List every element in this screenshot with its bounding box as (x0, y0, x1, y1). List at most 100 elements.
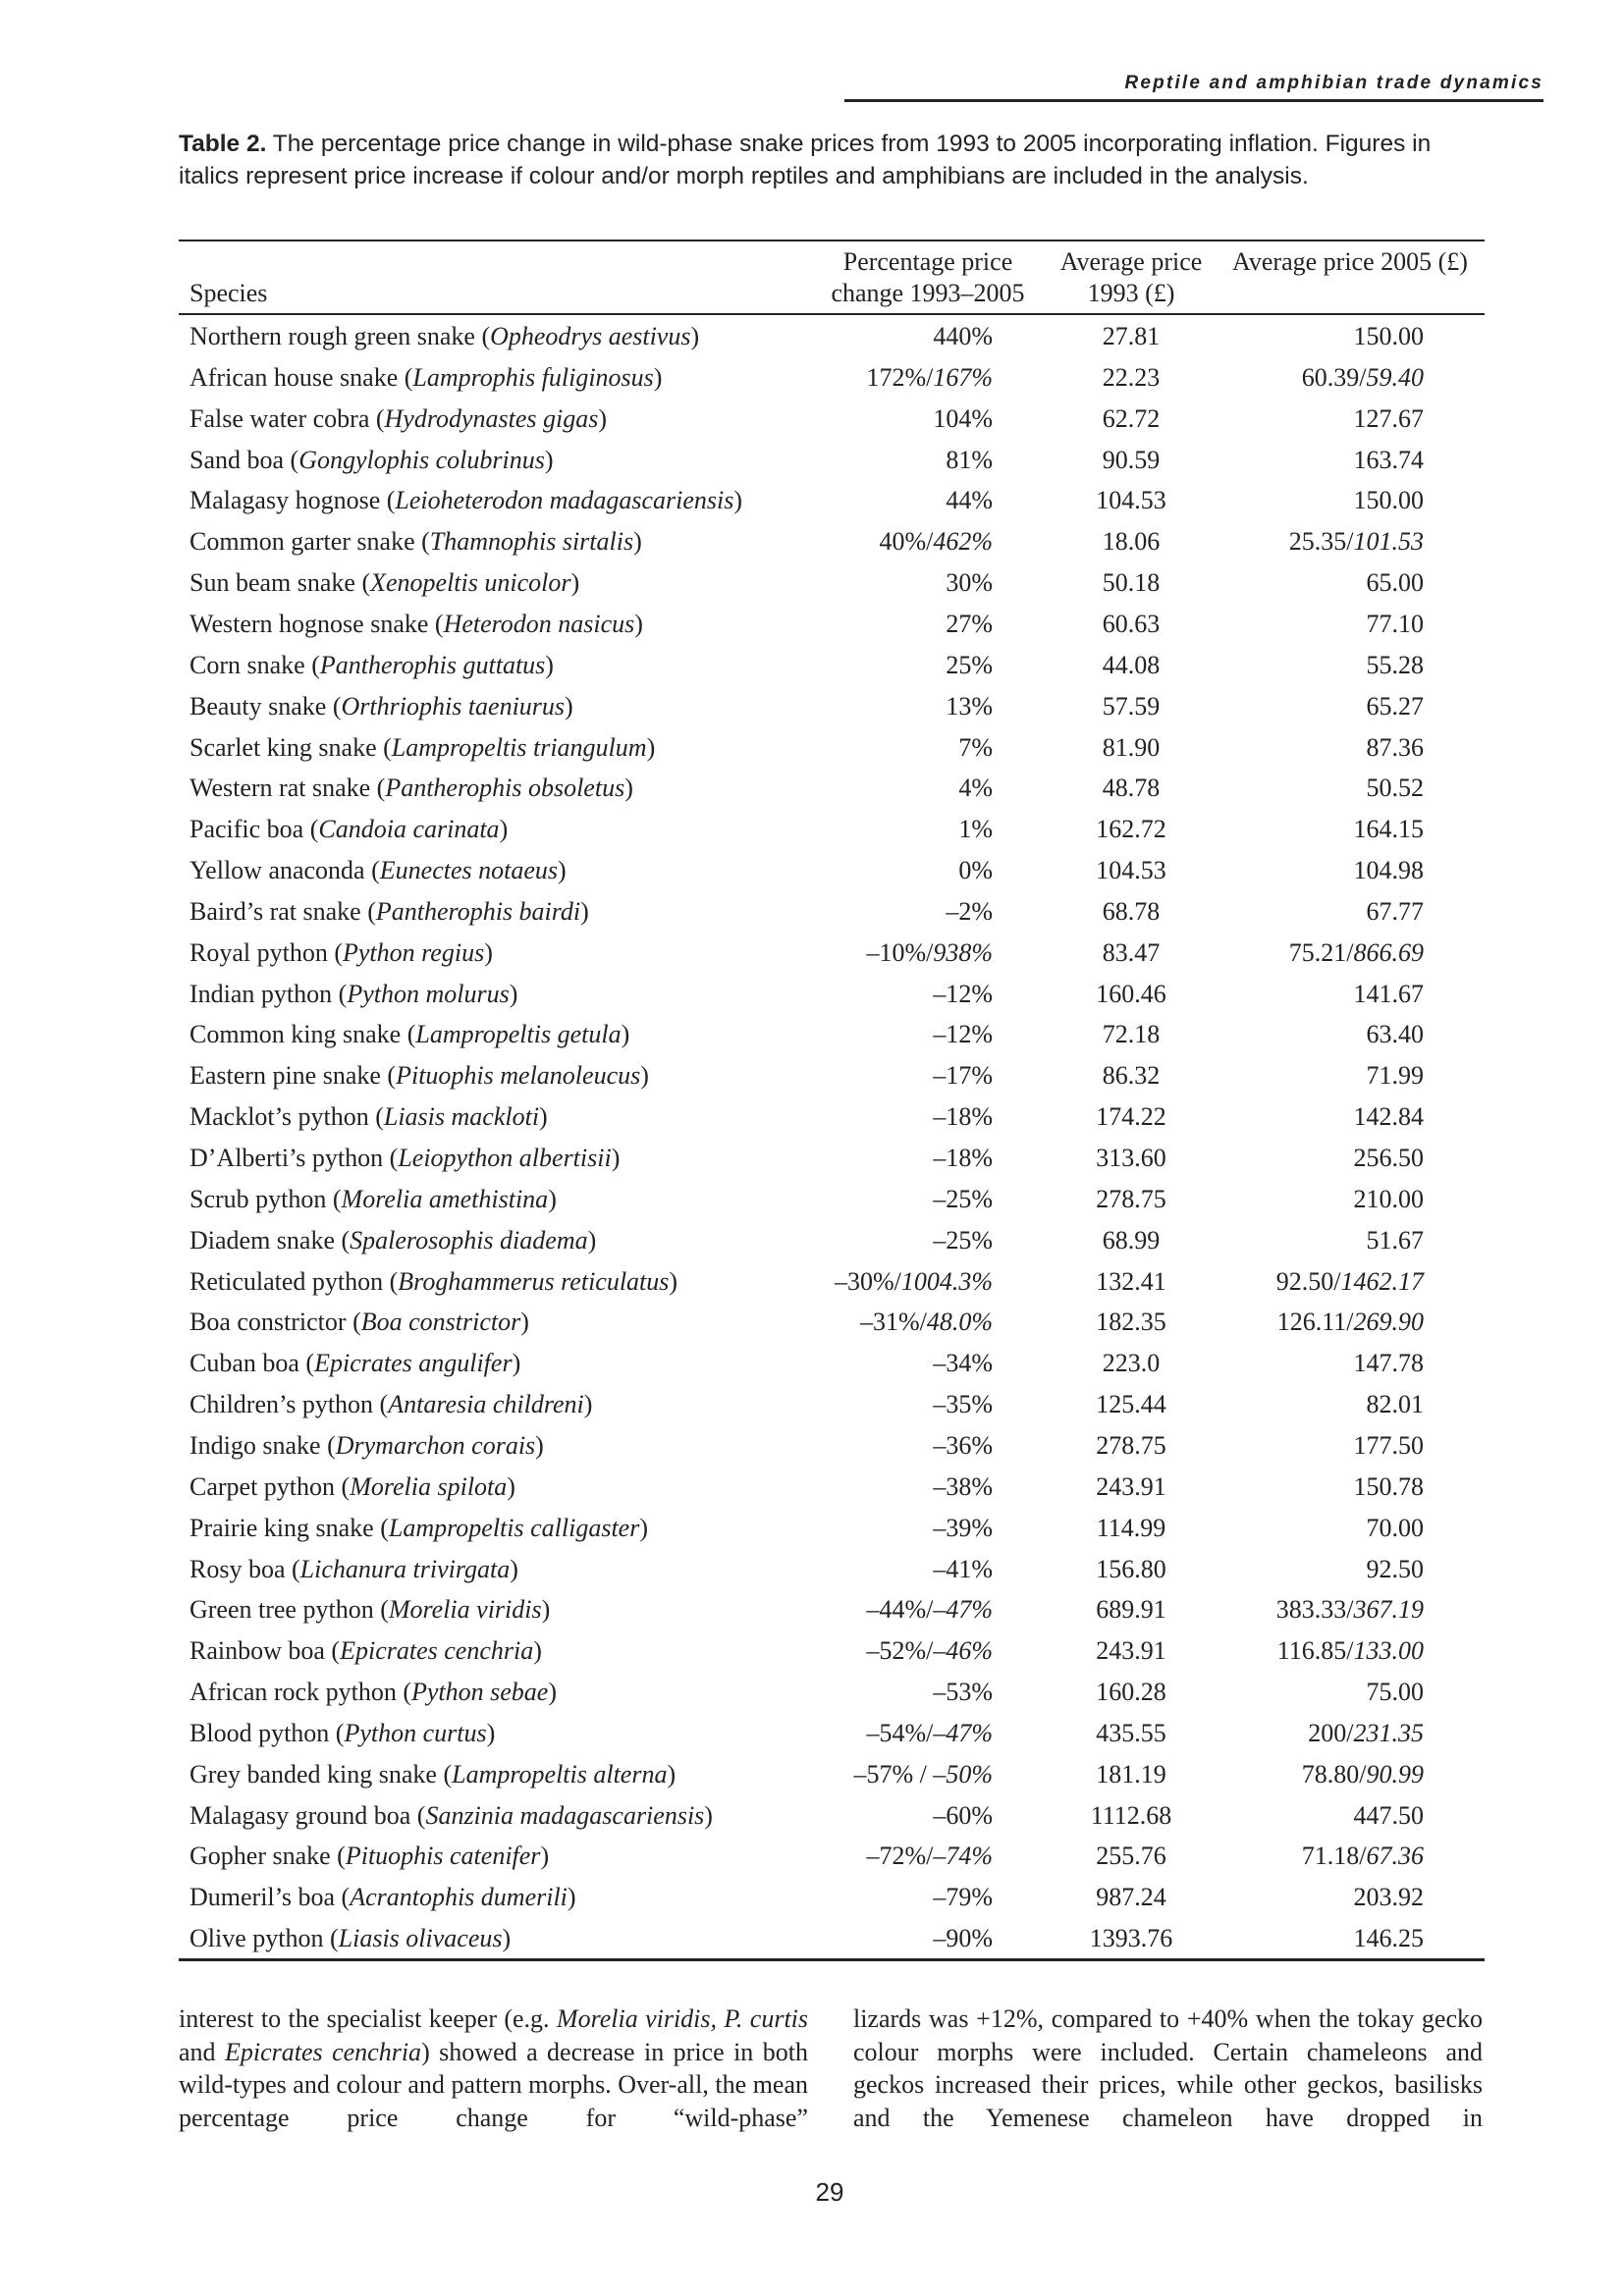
italic-text: 67.36 (1366, 1842, 1425, 1871)
species-cell: Children’s python (Antaresia childreni) (189, 1390, 592, 1419)
plain-text: Grey banded king snake ( (189, 1759, 453, 1789)
value-cell: 689.91 (1096, 1595, 1166, 1625)
value-cell: 92.50/1462.17 (1276, 1267, 1424, 1297)
plain-text: ) (598, 403, 608, 433)
value-cell: –57% / –50% (853, 1760, 993, 1789)
italic-text: Liasis mackloti (383, 1102, 540, 1132)
column-header: Species (189, 279, 268, 307)
species-cell: Olive python (Liasis olivaceus) (189, 1924, 511, 1953)
plain-text: Corn snake ( (189, 650, 320, 679)
value-cell: 4% (958, 774, 993, 803)
plain-text: Common king snake ( (189, 1020, 416, 1049)
value-cell: 50.52 (1366, 774, 1425, 803)
value-cell: 223.0 (1102, 1349, 1161, 1378)
plain-text: ) (587, 1225, 597, 1255)
value-cell: 104.98 (1353, 856, 1425, 885)
plain-text: Reticulated python ( (189, 1266, 399, 1296)
plain-text: Children’s python ( (189, 1390, 389, 1419)
plain-text: ) (733, 486, 743, 515)
value-cell: –41% (933, 1554, 993, 1583)
value-cell: –30%/1004.3% (835, 1267, 993, 1297)
italic-text: Eunectes notaeus (379, 856, 558, 885)
value-cell: 182.35 (1096, 1308, 1166, 1337)
plain-text: Blood python ( (189, 1718, 345, 1747)
plain-text: 60.39/ (1301, 362, 1367, 392)
species-cell: False water cobra (Hydrodynastes gigas) (189, 404, 607, 434)
species-cell: Sun beam snake (Xenopeltis unicolor) (189, 568, 579, 598)
italic-text: Lampropeltis alterna (452, 1759, 668, 1789)
plain-text: ) (544, 445, 554, 474)
plain-text: ) (640, 1061, 649, 1091)
value-cell: –60% (933, 1800, 993, 1830)
species-cell: Green tree python (Morelia viridis) (189, 1595, 550, 1625)
value-cell: –53% (933, 1678, 993, 1707)
italic-text: –46% (933, 1636, 993, 1666)
value-cell: 125.44 (1096, 1390, 1166, 1419)
plain-text: Scarlet king snake ( (189, 732, 392, 762)
plain-text: 71.18/ (1301, 1842, 1367, 1871)
italic-text: Lampropeltis calligaster (388, 1513, 640, 1542)
italic-text: Gongylophis colubrinus (298, 445, 545, 474)
plain-text: –72%/ (866, 1842, 934, 1871)
value-cell: 68.78 (1102, 896, 1161, 926)
plain-text: Western hognose snake ( (189, 609, 444, 638)
table-bottom-rule (179, 1958, 1485, 1961)
species-cell: Macklot’s python (Liasis mackloti) (189, 1102, 548, 1132)
italic-text: Drymarchon corais (335, 1430, 536, 1460)
plain-text: and (179, 2037, 225, 2066)
species-cell: Beauty snake (Orthriophis taeniurus) (189, 692, 573, 721)
plain-text: –44%/ (866, 1595, 934, 1625)
value-cell: 83.47 (1102, 937, 1161, 967)
plain-text: 78.80/ (1301, 1759, 1367, 1789)
value-cell: 57.59 (1102, 691, 1161, 721)
value-cell: 160.46 (1096, 979, 1166, 1008)
plain-text: Royal python ( (189, 937, 343, 967)
italic-text: Python regius (343, 937, 485, 967)
species-cell: Diadem snake (Spalerosophis diadema) (189, 1226, 596, 1255)
value-cell: 150.00 (1353, 322, 1425, 350)
plain-text: ) (540, 1842, 550, 1871)
plain-text: ) (639, 1513, 648, 1542)
value-cell: 162.72 (1096, 815, 1166, 844)
italic-text: Pituophis melanoleucus (396, 1061, 641, 1091)
value-cell: –79% (933, 1883, 993, 1912)
value-cell: 71.99 (1366, 1061, 1425, 1091)
value-cell: 22.23 (1102, 362, 1161, 392)
table-header-rule (179, 313, 1485, 315)
plain-text: Indian python ( (189, 979, 348, 1008)
plain-text: Carpet python ( (189, 1471, 351, 1501)
plain-text: Macklot’s python ( (189, 1102, 384, 1132)
italic-text: Leiopython albertisii (398, 1144, 612, 1172)
species-cell: African rock python (Python sebae) (189, 1678, 557, 1707)
value-cell: 177.50 (1353, 1430, 1425, 1460)
italic-text: Orthriophis taeniurus (341, 691, 566, 721)
plain-text: ) (558, 856, 567, 885)
plain-text: ) (509, 979, 518, 1008)
plain-text: ) (633, 527, 642, 557)
plain-text: Dumeril’s boa ( (189, 1883, 351, 1912)
plain-text: ) (533, 1636, 542, 1666)
value-cell: –25% (933, 1184, 993, 1213)
value-cell: 114.99 (1096, 1513, 1166, 1542)
plain-text: Gopher snake ( (189, 1842, 346, 1871)
plain-text: Eastern pine snake ( (189, 1061, 397, 1091)
species-cell: Carpet python (Morelia spilota) (189, 1472, 515, 1502)
species-cell: Malagasy hognose (Leioheterodon madagasc… (189, 486, 742, 515)
italic-text: Candoia carinata (318, 815, 500, 844)
italic-text: Python molurus (347, 979, 510, 1008)
value-cell: 82.01 (1366, 1390, 1425, 1419)
value-cell: 1% (958, 815, 993, 844)
plain-text: Sun beam snake ( (189, 568, 371, 598)
caption-text: The percentage price change in wild-phas… (179, 131, 1432, 189)
page-number: 29 (815, 2177, 844, 2207)
plain-text: ) (634, 609, 643, 638)
value-cell: 150.00 (1353, 486, 1425, 515)
italic-text: Epicrates cenchria (340, 1636, 534, 1666)
value-cell: –31%/48.0% (860, 1308, 993, 1337)
italic-text: Lamprophis fuliginosus (412, 362, 654, 392)
plain-text: ) (583, 1390, 593, 1419)
value-cell: 126.11/269.90 (1277, 1308, 1424, 1337)
value-cell: 104% (933, 403, 993, 433)
species-cell: Dumeril’s boa (Acrantophis dumerili) (189, 1883, 576, 1912)
value-cell: –10%/938% (866, 938, 993, 968)
